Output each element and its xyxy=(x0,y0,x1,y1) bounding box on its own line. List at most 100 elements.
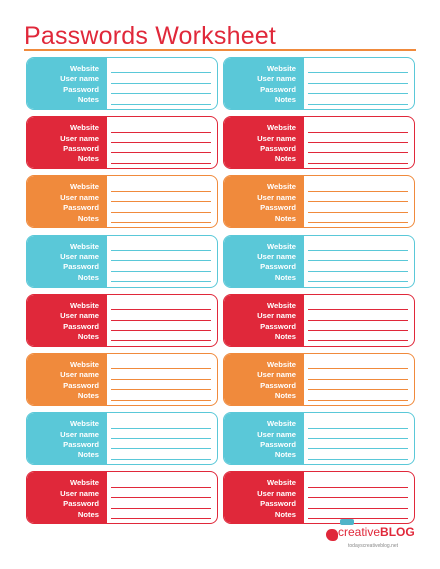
entry-line[interactable] xyxy=(111,251,211,262)
password-card: Website User name Password Notes xyxy=(26,293,218,347)
entry-line[interactable] xyxy=(111,418,211,429)
entry-line[interactable] xyxy=(111,272,211,283)
field-labels: Website User name Password Notes xyxy=(257,242,296,284)
entry-line[interactable] xyxy=(111,509,211,519)
footer-logo: creativeBLOG todayscreativeblog.net xyxy=(322,519,415,555)
entry-line[interactable] xyxy=(111,449,211,460)
entry-line[interactable] xyxy=(308,359,408,370)
entry-line[interactable] xyxy=(308,439,408,450)
entry-line[interactable] xyxy=(308,143,408,154)
entry-line[interactable] xyxy=(111,202,211,213)
entry-line[interactable] xyxy=(308,202,408,213)
entry-line[interactable] xyxy=(111,488,211,499)
entry-line[interactable] xyxy=(111,213,211,223)
entry-line[interactable] xyxy=(308,241,408,251)
entry-line[interactable] xyxy=(308,181,408,192)
field-label: Password xyxy=(63,380,99,390)
entry-line[interactable] xyxy=(111,369,211,380)
entry-line[interactable] xyxy=(308,300,408,311)
entry-line[interactable] xyxy=(308,380,408,391)
label-block: Website User name Password Notes xyxy=(224,472,304,524)
field-label: Website xyxy=(70,241,99,251)
label-block: Website User name Password Notes xyxy=(27,176,107,228)
field-labels: Website User name Password Notes xyxy=(60,419,99,461)
entry-line[interactable] xyxy=(308,213,408,223)
entry-line[interactable] xyxy=(111,63,211,74)
entry-line[interactable] xyxy=(111,94,211,105)
entry-line[interactable] xyxy=(111,390,211,401)
field-label: Notes xyxy=(77,332,99,342)
field-label: Website xyxy=(267,300,296,310)
entry-line[interactable] xyxy=(308,477,408,488)
entry-line[interactable] xyxy=(111,300,211,311)
password-card: Website User name Password Notes xyxy=(223,175,415,229)
entry-line[interactable] xyxy=(308,498,408,509)
entry-line[interactable] xyxy=(308,449,408,460)
entry-line[interactable] xyxy=(308,94,408,105)
entry-line[interactable] xyxy=(308,192,408,203)
entry-line[interactable] xyxy=(111,84,211,95)
entry-line[interactable] xyxy=(308,251,408,262)
field-labels: Website User name Password Notes xyxy=(257,182,296,224)
entry-line[interactable] xyxy=(308,331,408,342)
field-label: Password xyxy=(63,321,99,331)
field-labels: Website User name Password Notes xyxy=(60,301,99,343)
entry-line[interactable] xyxy=(111,477,211,488)
entry-lines xyxy=(308,300,408,342)
field-label: Password xyxy=(260,440,296,449)
logo-suffix: BLOG xyxy=(380,525,415,539)
label-block: Website User name Password Notes xyxy=(27,117,107,169)
field-label: Password xyxy=(260,380,296,390)
entry-line[interactable] xyxy=(111,429,211,439)
entry-line[interactable] xyxy=(111,498,211,509)
entry-line[interactable] xyxy=(111,143,211,154)
entry-line[interactable] xyxy=(111,122,211,133)
entry-line[interactable] xyxy=(111,331,211,342)
entry-line[interactable] xyxy=(308,122,408,133)
entry-line[interactable] xyxy=(111,439,211,450)
entry-line[interactable] xyxy=(111,359,211,370)
footer-url: todayscreativeblog.net xyxy=(348,543,399,549)
field-labels: Website User name Password Notes xyxy=(60,478,99,520)
password-card: Website User name Password Notes xyxy=(26,116,218,170)
entry-line[interactable] xyxy=(111,310,211,321)
field-label: Notes xyxy=(77,450,99,460)
entry-line[interactable] xyxy=(308,84,408,95)
field-label: Password xyxy=(260,262,296,272)
entry-line[interactable] xyxy=(111,133,211,143)
field-label: Password xyxy=(63,499,99,509)
entry-line[interactable] xyxy=(308,418,408,429)
entry-line[interactable] xyxy=(308,429,408,439)
entry-lines xyxy=(308,477,408,519)
field-labels: Website User name Password Notes xyxy=(257,360,296,402)
entry-line[interactable] xyxy=(111,321,211,331)
entry-line[interactable] xyxy=(308,488,408,499)
entry-line[interactable] xyxy=(308,369,408,380)
entry-line[interactable] xyxy=(111,241,211,251)
entry-line[interactable] xyxy=(111,261,211,272)
entry-line[interactable] xyxy=(308,63,408,74)
entry-line[interactable] xyxy=(308,133,408,143)
entry-line[interactable] xyxy=(308,310,408,321)
password-card: Website User name Password Notes xyxy=(26,471,218,525)
entry-line[interactable] xyxy=(308,390,408,401)
entry-line[interactable] xyxy=(308,73,408,84)
field-label: User name xyxy=(60,192,99,202)
entry-line[interactable] xyxy=(111,380,211,391)
entry-line[interactable] xyxy=(308,153,408,164)
entry-line[interactable] xyxy=(111,153,211,164)
field-labels: Website User name Password Notes xyxy=(257,301,296,343)
entry-line[interactable] xyxy=(308,272,408,283)
field-label: Password xyxy=(260,499,296,509)
entry-line[interactable] xyxy=(111,73,211,84)
entry-line[interactable] xyxy=(308,321,408,331)
field-label: Notes xyxy=(77,213,99,223)
password-card: Website User name Password Notes xyxy=(223,116,415,170)
entry-line[interactable] xyxy=(111,181,211,192)
entry-line[interactable] xyxy=(111,192,211,203)
entry-lines xyxy=(111,477,211,519)
entry-line[interactable] xyxy=(308,509,408,519)
entry-line[interactable] xyxy=(308,261,408,272)
field-label: Website xyxy=(267,123,296,133)
field-label: Website xyxy=(70,64,99,73)
